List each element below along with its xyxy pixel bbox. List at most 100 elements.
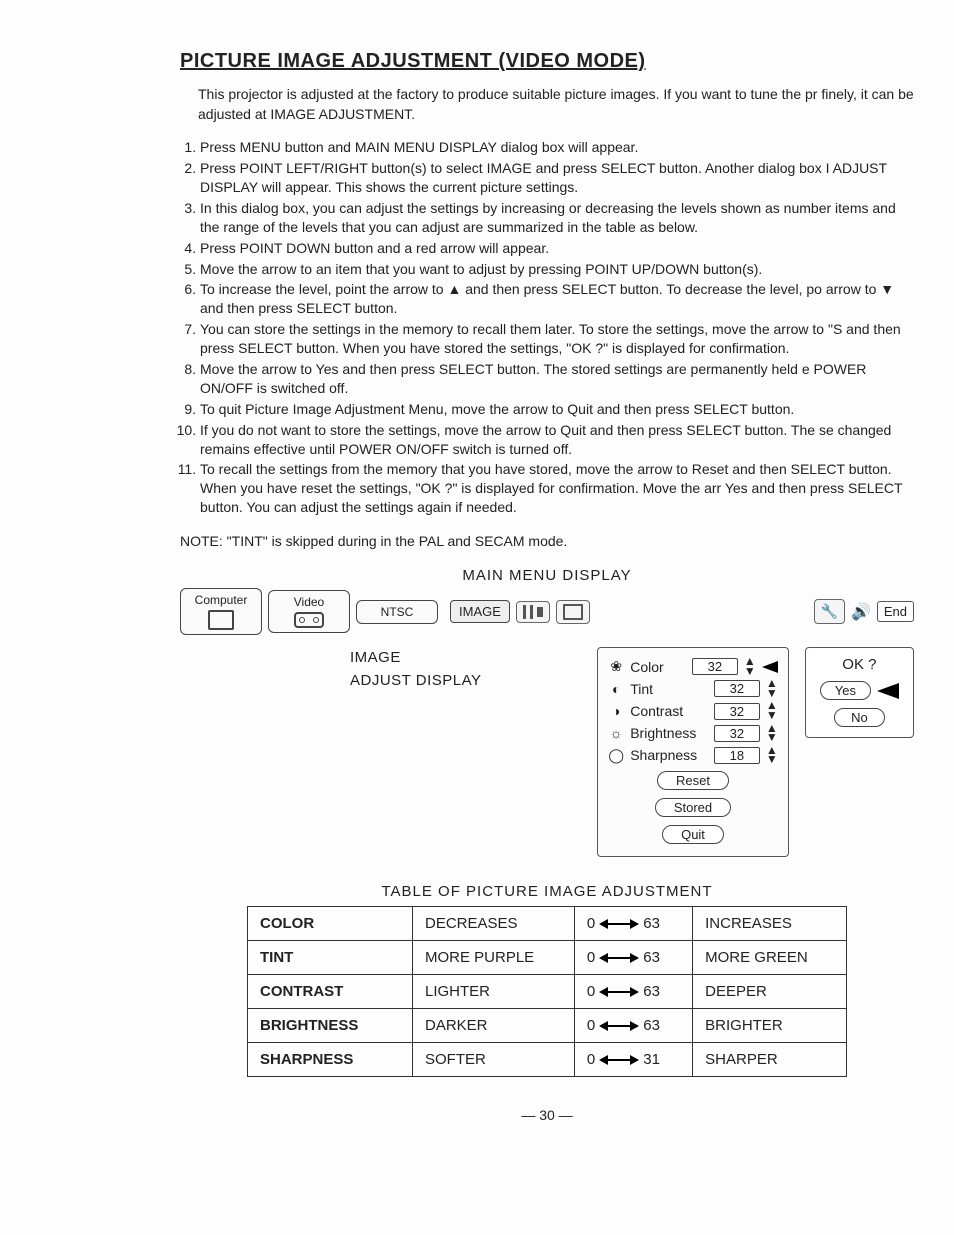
image-adjust-label: IMAGE ADJUST DISPLAY bbox=[180, 647, 581, 692]
adjust-value: 32 bbox=[714, 703, 760, 720]
table-row: SHARPNESSSOFTER0 31SHARPER bbox=[248, 1043, 847, 1077]
range-cell: 0 63 bbox=[574, 1009, 692, 1043]
adjust-value: 32 bbox=[692, 658, 738, 675]
param-cell: CONTRAST bbox=[248, 975, 413, 1009]
table-row: BRIGHTNESSDARKER0 63BRIGHTER bbox=[248, 1009, 847, 1043]
bar-icon bbox=[523, 605, 526, 619]
table-row: CONTRASTLIGHTER0 63DEEPER bbox=[248, 975, 847, 1009]
adjust-row-tint[interactable]: ◐ Tint 32 ▲▼ bbox=[608, 679, 778, 698]
ok-title: OK ? bbox=[820, 656, 899, 673]
brightness-icon: ☼ bbox=[608, 725, 624, 741]
stored-button[interactable]: Stored bbox=[655, 798, 731, 817]
param-cell: SHARPNESS bbox=[248, 1043, 413, 1077]
low-cell: SOFTER bbox=[413, 1043, 575, 1077]
wrench-icon: 🔧 bbox=[821, 603, 838, 620]
adjust-name: Sharpness bbox=[630, 747, 708, 763]
adjustment-table: COLORDECREASES0 63INCREASESTINTMORE PURP… bbox=[247, 906, 847, 1077]
adjust-name: Contrast bbox=[630, 703, 708, 719]
cassette-icon bbox=[294, 612, 324, 628]
note-text: NOTE: "TINT" is skipped during in the PA… bbox=[180, 533, 914, 549]
menu-ntsc-label: NTSC bbox=[381, 605, 414, 619]
square-icon bbox=[563, 604, 583, 620]
main-menu-title: MAIN MENU DISPLAY bbox=[180, 567, 914, 584]
range-cell: 0 63 bbox=[574, 975, 692, 1009]
low-cell: DARKER bbox=[413, 1009, 575, 1043]
adjust-name: Color bbox=[630, 659, 686, 675]
pointer-arrow-icon bbox=[877, 683, 899, 699]
adjust-value: 18 bbox=[714, 747, 760, 764]
color-icon: ❀ bbox=[608, 658, 624, 675]
adjust-icon[interactable] bbox=[516, 601, 550, 623]
image-adjust-panel: ❀ Color 32 ▲▼ ◐ Tint 32 ▲▼ ◑ Contrast 32… bbox=[597, 647, 789, 857]
menu-computer[interactable]: Computer bbox=[180, 588, 262, 635]
range-cell: 0 31 bbox=[574, 1043, 692, 1077]
adjust-name: Tint bbox=[630, 681, 708, 697]
menu-bar: Computer Video NTSC IMAGE 🔧 🔊 End bbox=[180, 586, 914, 637]
main-menu-display: MAIN MENU DISPLAY Computer Video NTSC IM… bbox=[180, 567, 914, 857]
reset-button[interactable]: Reset bbox=[657, 771, 729, 790]
range-cell: 0 63 bbox=[574, 941, 692, 975]
ok-yes-button[interactable]: Yes bbox=[820, 681, 871, 700]
screen-icon[interactable] bbox=[556, 600, 590, 624]
tool-icon[interactable]: 🔧 bbox=[814, 599, 845, 624]
step-item: To increase the level, point the arrow t… bbox=[200, 280, 914, 318]
adjust-name: Brightness bbox=[630, 725, 708, 741]
low-cell: LIGHTER bbox=[413, 975, 575, 1009]
menu-video[interactable]: Video bbox=[268, 590, 350, 633]
step-item: Move the arrow to an item that you want … bbox=[200, 260, 914, 279]
adjust-row-color[interactable]: ❀ Color 32 ▲▼ bbox=[608, 657, 778, 676]
up-down-arrows[interactable]: ▲▼ bbox=[766, 746, 778, 765]
adjust-row-contrast[interactable]: ◑ Contrast 32 ▲▼ bbox=[608, 701, 778, 720]
up-down-arrows[interactable]: ▲▼ bbox=[766, 701, 778, 720]
quit-button[interactable]: Quit bbox=[662, 825, 724, 844]
step-item: To quit Picture Image Adjustment Menu, m… bbox=[200, 400, 914, 419]
param-cell: COLOR bbox=[248, 907, 413, 941]
menu-computer-label: Computer bbox=[195, 593, 248, 607]
page-number: — 30 — bbox=[180, 1107, 914, 1123]
menu-ntsc[interactable]: NTSC bbox=[356, 600, 438, 624]
param-cell: TINT bbox=[248, 941, 413, 975]
step-item: To recall the settings from the memory t… bbox=[200, 460, 914, 517]
table-row: TINTMORE PURPLE0 63MORE GREEN bbox=[248, 941, 847, 975]
menu-image-tab[interactable]: IMAGE bbox=[450, 600, 510, 623]
contrast-icon: ◑ bbox=[608, 703, 624, 719]
adjust-row-brightness[interactable]: ☼ Brightness 32 ▲▼ bbox=[608, 724, 778, 743]
high-cell: SHARPER bbox=[693, 1043, 847, 1077]
adjust-row-sharpness[interactable]: ◯ Sharpness 18 ▲▼ bbox=[608, 746, 778, 765]
high-cell: DEEPER bbox=[693, 975, 847, 1009]
adjust-value: 32 bbox=[714, 725, 760, 742]
step-item: In this dialog box, you can adjust the s… bbox=[200, 199, 914, 237]
ok-confirmation-panel: OK ? Yes No bbox=[805, 647, 914, 738]
adjust-value: 32 bbox=[714, 680, 760, 697]
monitor-icon bbox=[208, 610, 234, 630]
step-item: You can store the settings in the memory… bbox=[200, 320, 914, 358]
step-item: Press POINT LEFT/RIGHT button(s) to sele… bbox=[200, 159, 914, 197]
param-cell: BRIGHTNESS bbox=[248, 1009, 413, 1043]
pointer-arrow-icon bbox=[762, 661, 778, 673]
adjust-label-1: IMAGE bbox=[350, 647, 581, 670]
sharpness-icon: ◯ bbox=[608, 747, 624, 764]
ok-no-button[interactable]: No bbox=[834, 708, 885, 727]
step-item: Press MENU button and MAIN MENU DISPLAY … bbox=[200, 138, 914, 157]
up-down-arrows[interactable]: ▲▼ bbox=[766, 679, 778, 698]
up-down-arrows[interactable]: ▲▼ bbox=[766, 724, 778, 743]
speaker-icon[interactable]: 🔊 bbox=[851, 602, 871, 622]
menu-image-label: IMAGE bbox=[459, 604, 501, 619]
table-row: COLORDECREASES0 63INCREASES bbox=[248, 907, 847, 941]
step-item: Move the arrow to Yes and then press SEL… bbox=[200, 360, 914, 398]
bar-icon bbox=[530, 605, 533, 619]
up-down-arrows[interactable]: ▲▼ bbox=[744, 657, 756, 676]
bar-icon bbox=[537, 607, 543, 617]
adjust-label-2: ADJUST DISPLAY bbox=[350, 670, 581, 693]
table-title: TABLE OF PICTURE IMAGE ADJUSTMENT bbox=[180, 883, 914, 900]
low-cell: MORE PURPLE bbox=[413, 941, 575, 975]
page-title: PICTURE IMAGE ADJUSTMENT (VIDEO MODE) bbox=[180, 50, 914, 73]
step-item: Press POINT DOWN button and a red arrow … bbox=[200, 239, 914, 258]
step-item: If you do not want to store the settings… bbox=[200, 421, 914, 459]
menu-end[interactable]: End bbox=[877, 601, 914, 622]
steps-list: Press MENU button and MAIN MENU DISPLAY … bbox=[180, 138, 914, 517]
high-cell: BRIGHTER bbox=[693, 1009, 847, 1043]
high-cell: INCREASES bbox=[693, 907, 847, 941]
low-cell: DECREASES bbox=[413, 907, 575, 941]
high-cell: MORE GREEN bbox=[693, 941, 847, 975]
